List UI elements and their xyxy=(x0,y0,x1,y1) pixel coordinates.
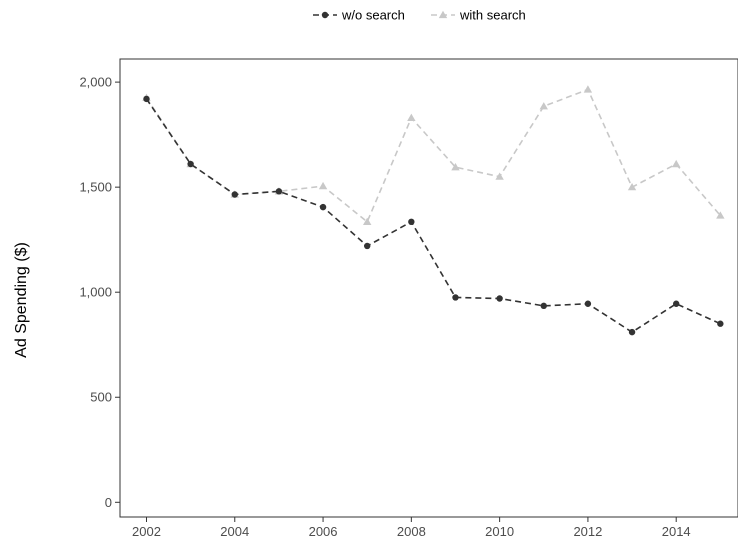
x-tick-label: 2006 xyxy=(309,524,338,539)
data-point-with-search xyxy=(627,182,637,191)
x-tick-label: 2014 xyxy=(662,524,691,539)
legend: w/o search with search xyxy=(313,8,526,23)
data-point-w-o-search xyxy=(496,295,503,302)
data-point-with-search xyxy=(672,159,681,168)
series-w-o-search xyxy=(143,95,724,336)
y-tick-label: 1,500 xyxy=(79,180,112,195)
data-point-w-o-search xyxy=(187,160,194,168)
y-tick-label: 500 xyxy=(90,390,112,405)
series-layer xyxy=(142,85,725,336)
data-point-w-o-search xyxy=(717,320,724,327)
data-point-with-search xyxy=(407,113,416,121)
legend-label: w/o search xyxy=(341,8,405,23)
x-axis: 2002 2004 2006 2008 2010 2012 2014 xyxy=(132,517,691,539)
data-point-with-search xyxy=(363,217,372,225)
data-point-w-o-search xyxy=(673,300,680,307)
legend-key-marker xyxy=(321,11,329,19)
legend-item-with-search: with search xyxy=(431,8,526,23)
data-point-with-search xyxy=(451,162,460,171)
legend-item-w-o-search: w/o search xyxy=(313,8,405,23)
y-tick-label: 0 xyxy=(105,495,112,510)
x-tick-label: 2010 xyxy=(485,524,514,539)
y-axis-title: Ad Spending ($) xyxy=(13,242,30,358)
y-axis: 0 500 1,000 1,500 2,000 xyxy=(79,75,120,510)
data-point-with-search xyxy=(495,172,504,180)
data-point-w-o-search xyxy=(584,300,592,307)
legend-label: with search xyxy=(459,8,526,23)
y-tick-label: 1,000 xyxy=(79,285,112,300)
data-point-with-search xyxy=(716,211,725,219)
data-point-w-o-search xyxy=(231,191,238,198)
series-line-with-search xyxy=(145,88,721,224)
data-point-with-search xyxy=(539,102,548,110)
data-point-with-search xyxy=(583,85,593,93)
data-point-w-o-search xyxy=(143,95,150,103)
x-tick-label: 2004 xyxy=(220,524,249,539)
data-point-w-o-search xyxy=(364,242,371,250)
data-point-w-o-search xyxy=(452,294,459,301)
y-tick-label: 2,000 xyxy=(79,75,112,90)
data-point-w-o-search xyxy=(628,328,636,336)
plot-panel xyxy=(119,58,738,518)
data-point-w-o-search xyxy=(540,302,547,310)
x-tick-label: 2012 xyxy=(573,524,602,539)
legend-key-marker xyxy=(438,10,448,19)
data-point-with-search xyxy=(318,181,328,190)
data-point-w-o-search xyxy=(319,203,327,211)
x-tick-label: 2002 xyxy=(132,524,161,539)
data-point-w-o-search xyxy=(408,218,415,226)
x-tick-label: 2008 xyxy=(397,524,426,539)
data-point-w-o-search xyxy=(275,188,283,195)
